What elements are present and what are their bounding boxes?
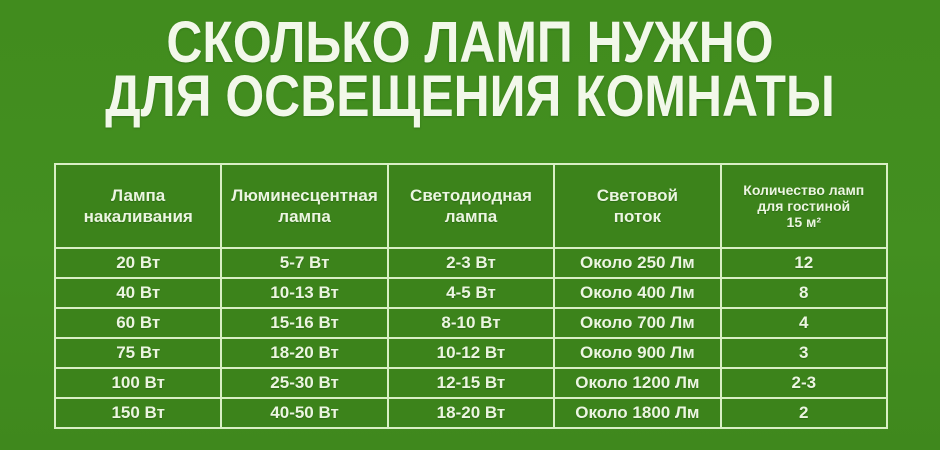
table-header-row: Лампа накаливания Люминесцентная лампа С… (53, 163, 889, 249)
table-cell: 8 (719, 277, 889, 309)
table-row: 20 Вт 5-7 Вт 2-3 Вт Около 250 Лм 12 (53, 247, 889, 279)
table-cell: 10-13 Вт (220, 277, 389, 309)
column-header-luminous-flux: Световой поток (553, 163, 722, 249)
table-cell: 18-20 Вт (386, 397, 556, 429)
table-cell: 10-12 Вт (386, 337, 556, 369)
table-cell: 18-20 Вт (220, 337, 389, 369)
table-cell: 3 (719, 337, 889, 369)
column-header-led: Светодиодная лампа (386, 163, 556, 249)
page-title: СКОЛЬКО ЛАМП НУЖНО ДЛЯ ОСВЕЩЕНИЯ КОМНАТЫ (0, 10, 940, 129)
table-row: 60 Вт 15-16 Вт 8-10 Вт Около 700 Лм 4 (53, 307, 889, 339)
table-cell: 25-30 Вт (220, 367, 389, 399)
table-body: 20 Вт 5-7 Вт 2-3 Вт Около 250 Лм 12 40 В… (53, 247, 889, 429)
table-header: Лампа накаливания Люминесцентная лампа С… (53, 163, 889, 249)
table-cell: 150 Вт (53, 397, 223, 429)
table-cell: 75 Вт (53, 337, 223, 369)
table-cell: 4 (719, 307, 889, 339)
table-cell: Около 400 Лм (553, 277, 722, 309)
column-header-incandescent: Лампа накаливания (53, 163, 223, 249)
table-cell: 12-15 Вт (386, 367, 556, 399)
table-cell: 40-50 Вт (220, 397, 389, 429)
table-row: 75 Вт 18-20 Вт 10-12 Вт Около 900 Лм 3 (53, 337, 889, 369)
table-cell: 100 Вт (53, 367, 223, 399)
table-cell: 20 Вт (53, 247, 223, 279)
table-cell: Около 1200 Лм (553, 367, 722, 399)
table-cell: Около 700 Лм (553, 307, 722, 339)
table-row: 100 Вт 25-30 Вт 12-15 Вт Около 1200 Лм 2… (53, 367, 889, 399)
table-cell: 60 Вт (53, 307, 223, 339)
table-cell: 5-7 Вт (220, 247, 389, 279)
column-header-fluorescent: Люминесцентная лампа (220, 163, 389, 249)
table-cell: Около 1800 Лм (553, 397, 722, 429)
page-title-line-2: ДЛЯ ОСВЕЩЕНИЯ КОМНАТЫ (105, 64, 835, 129)
table-cell: 2-3 Вт (386, 247, 556, 279)
table-cell: 40 Вт (53, 277, 223, 309)
table-row: 40 Вт 10-13 Вт 4-5 Вт Около 400 Лм 8 (53, 277, 889, 309)
table-cell: Около 900 Лм (553, 337, 722, 369)
column-header-lamp-count: Количество ламп для гостиной 15 м² (719, 163, 889, 249)
lamp-comparison-table: Лампа накаливания Люминесцентная лампа С… (53, 163, 889, 429)
table-cell: 2 (719, 397, 889, 429)
table-cell: Около 250 Лм (553, 247, 722, 279)
table-cell: 2-3 (719, 367, 889, 399)
table-cell: 15-16 Вт (220, 307, 389, 339)
page-title-line-1: СКОЛЬКО ЛАМП НУЖНО (166, 10, 774, 75)
table-cell: 8-10 Вт (386, 307, 556, 339)
table-cell: 4-5 Вт (386, 277, 556, 309)
table-cell: 12 (719, 247, 889, 279)
table-row: 150 Вт 40-50 Вт 18-20 Вт Около 1800 Лм 2 (53, 397, 889, 429)
